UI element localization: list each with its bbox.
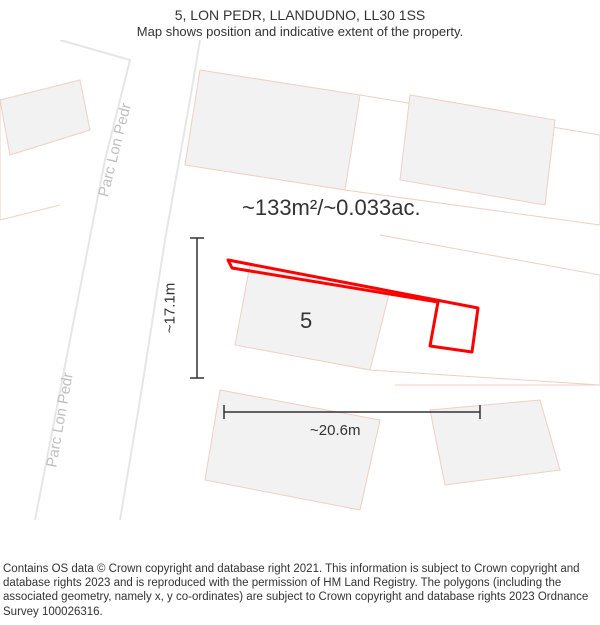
map-svg	[0, 40, 600, 520]
height-dimension-label: ~17.1m	[162, 283, 179, 333]
header-title: 5, LON PEDR, LLANDUDNO, LL30 1SS	[0, 6, 600, 24]
property-number-label: 5	[300, 308, 312, 334]
area-label: ~133m²/~0.033ac.	[242, 195, 421, 221]
width-dimension-label: ~20.6m	[310, 422, 360, 439]
map-area: ~133m²/~0.033ac. ~17.1m ~20.6m 5 Parc Lo…	[0, 40, 600, 520]
footer-attribution: Contains OS data © Crown copyright and d…	[0, 559, 600, 625]
header: 5, LON PEDR, LLANDUDNO, LL30 1SS Map sho…	[0, 0, 600, 41]
header-subtitle: Map shows position and indicative extent…	[0, 24, 600, 41]
